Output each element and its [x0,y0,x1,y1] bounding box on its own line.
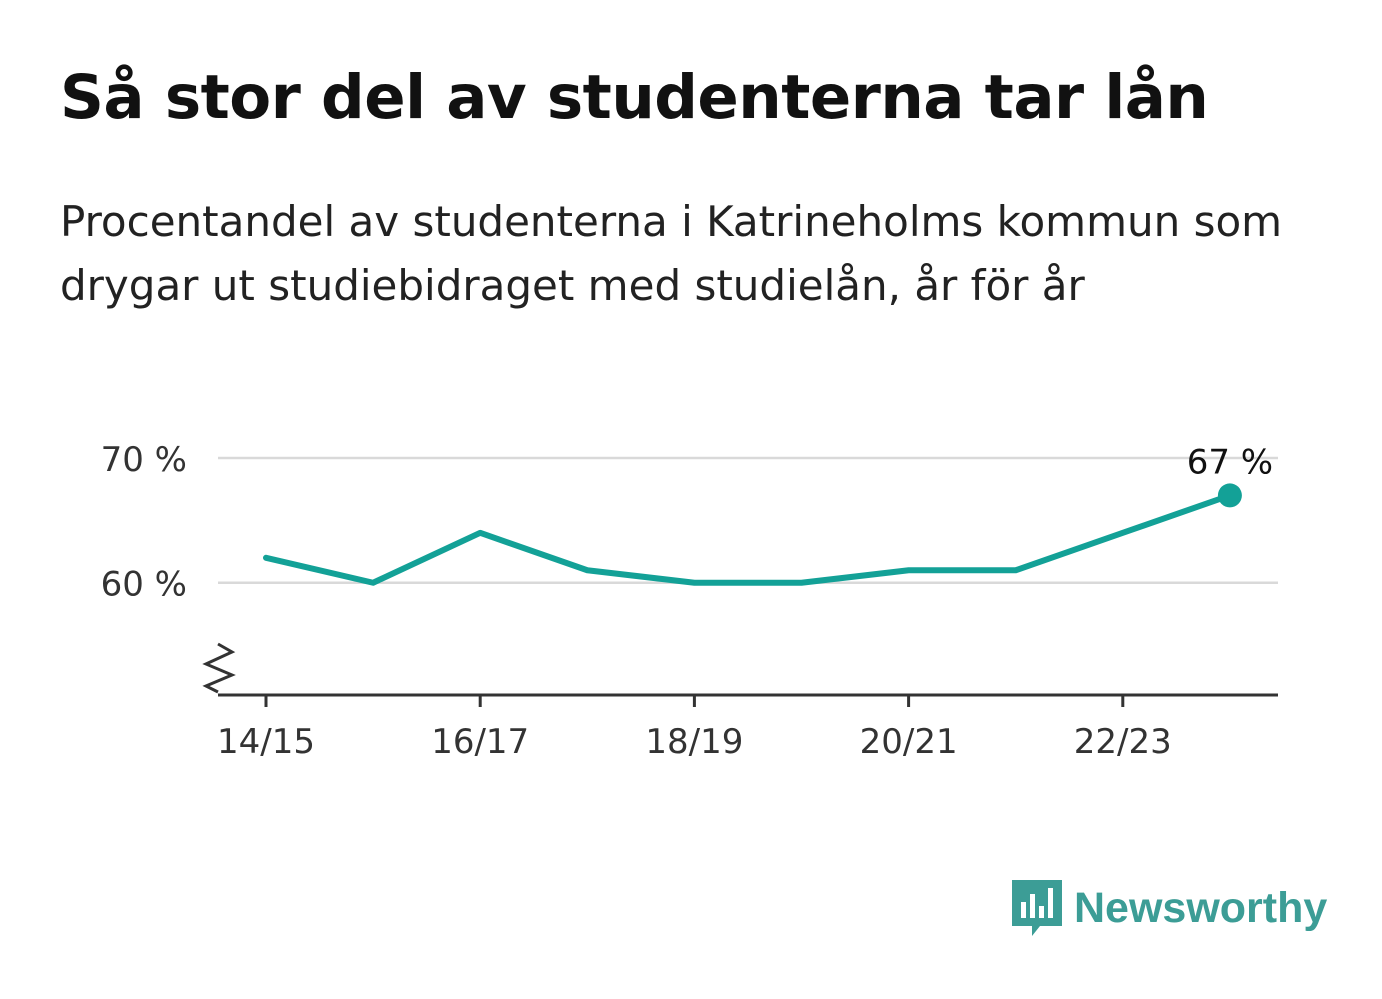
x-tick-label: 20/21 [860,722,958,762]
series-line [263,492,1233,586]
newsworthy-bar-chart-icon [1012,880,1062,936]
axis-break-icon [202,642,236,694]
brand-name: Newsworthy [1074,883,1328,932]
last-value-point [1217,483,1242,508]
last-value-label: 67 % [1187,442,1273,482]
x-tick-label: 14/15 [217,722,315,762]
x-tick-label: 18/19 [645,722,743,762]
y-tick-label: 60 % [101,565,187,605]
x-tick-label: 16/17 [431,722,529,762]
chart-subtitle: Procentandel av studenterna i Katrinehol… [60,197,1283,310]
chart-title: Så stor del av studenterna tar lån [60,62,1209,133]
x-tick-label: 22/23 [1074,722,1172,762]
newsworthy-logo: Newsworthy [1010,878,1327,938]
y-tick-label: 70 % [101,440,187,480]
